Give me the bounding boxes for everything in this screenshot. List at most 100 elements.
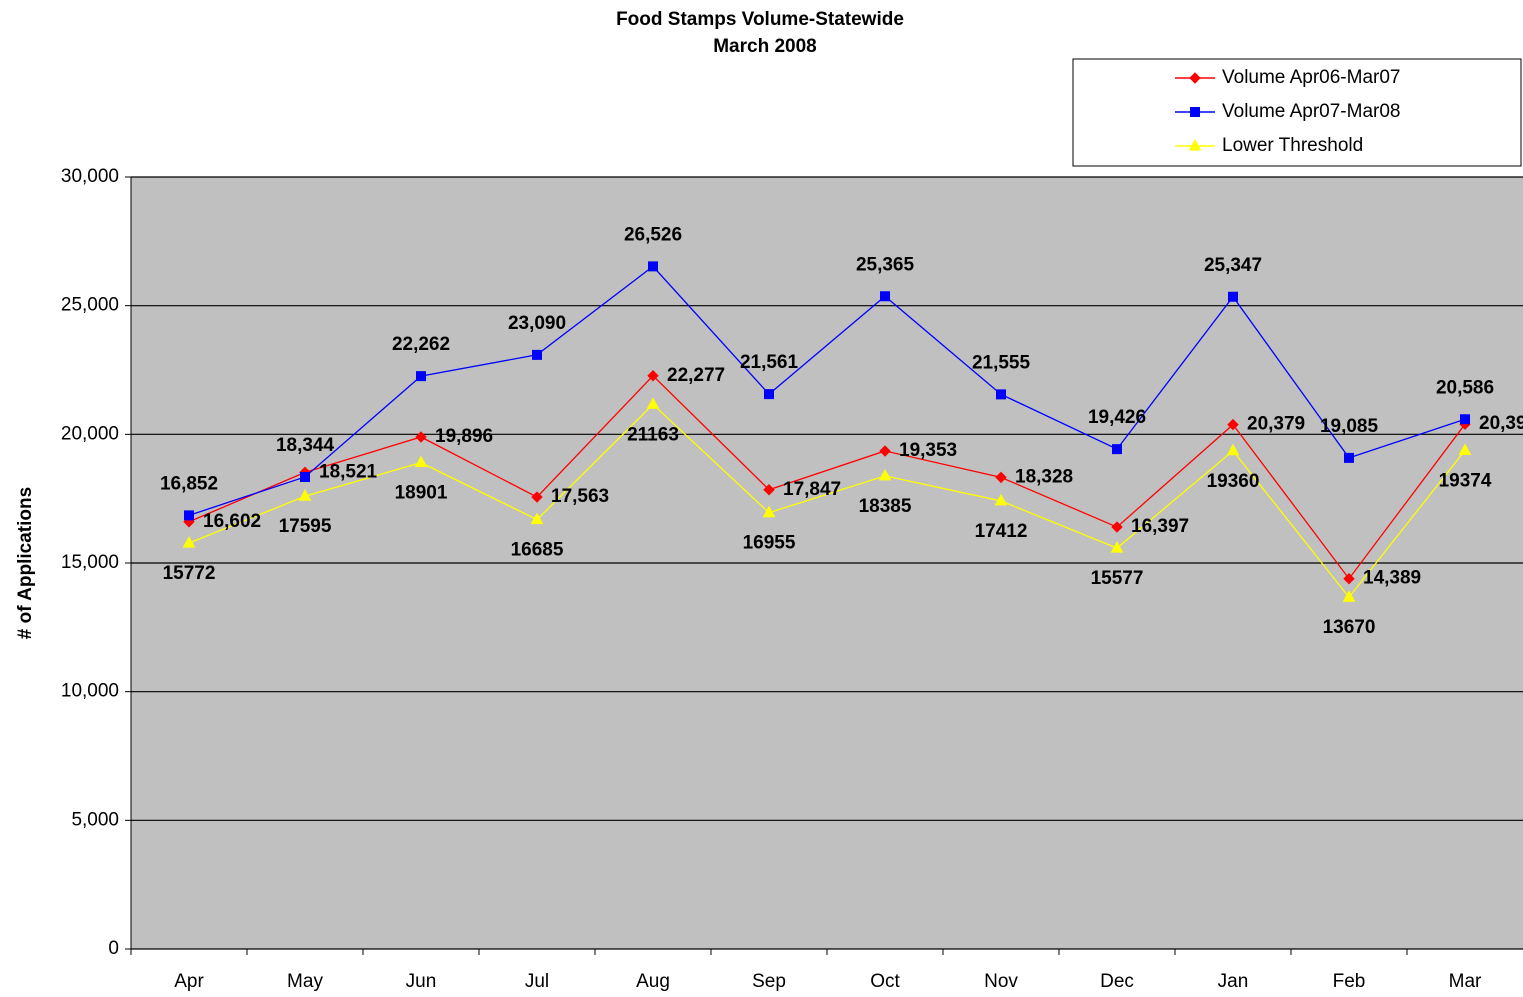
legend-box (1072, 58, 1522, 167)
data-label: 18385 (859, 496, 912, 517)
marker (764, 389, 774, 400)
marker (762, 505, 776, 518)
marker (184, 510, 194, 521)
data-label: 25,365 (856, 254, 915, 275)
marker (414, 455, 428, 468)
marker (1110, 541, 1124, 553)
marker (996, 389, 1006, 400)
x-tick-label: Apr (174, 971, 204, 992)
x-tick-label: Aug (636, 971, 670, 992)
data-label: 16685 (511, 540, 564, 561)
x-tick-label: May (287, 971, 323, 992)
data-label: 21,561 (740, 352, 799, 373)
chart-subtitle: March 2008 (713, 36, 817, 57)
data-label: 22,277 (667, 365, 725, 386)
marker (182, 536, 196, 548)
data-label: 16,602 (203, 511, 261, 532)
data-label: 18,328 (1015, 466, 1073, 487)
marker (298, 489, 312, 501)
marker (1188, 138, 1202, 151)
x-tick-label: Sep (752, 971, 786, 992)
data-label: 19,353 (899, 440, 957, 461)
y-tick-label: 15,000 (61, 552, 119, 573)
marker (532, 349, 542, 360)
data-label: 15577 (1091, 568, 1144, 589)
marker (416, 371, 426, 382)
marker (300, 471, 310, 482)
marker (995, 471, 1007, 484)
x-tick-label: Nov (984, 971, 1018, 992)
y-tick-label: 0 (108, 938, 119, 959)
y-tick-label: 5,000 (71, 809, 119, 830)
data-label: 21,555 (972, 352, 1031, 373)
x-tick-label: Jul (525, 971, 549, 992)
data-label: 16,852 (160, 473, 218, 494)
marker (994, 493, 1008, 506)
legend-label: Volume Apr07-Mar08 (1222, 101, 1401, 122)
data-label: 19,085 (1320, 416, 1379, 437)
x-tick-label: Jan (1218, 971, 1249, 992)
data-label: 16955 (743, 533, 796, 554)
y-axis-label: # of Applications (15, 487, 36, 639)
series-line (188, 403, 1466, 599)
marker (1111, 521, 1123, 533)
marker (1343, 573, 1355, 585)
data-label: 23,090 (508, 313, 566, 334)
marker (531, 491, 543, 503)
marker (1458, 443, 1472, 455)
marker (648, 261, 658, 272)
data-label: 15772 (163, 563, 216, 584)
data-label: 19360 (1207, 471, 1260, 492)
marker (1112, 444, 1122, 455)
data-label: 26,526 (624, 224, 682, 245)
marker (1189, 72, 1201, 84)
series-line (188, 265, 1466, 516)
x-tick-label: Oct (870, 971, 900, 992)
series-line (188, 374, 1466, 580)
legend-label: Volume Apr06-Mar07 (1222, 67, 1401, 88)
data-label: 17,563 (551, 486, 609, 507)
data-label: 14,389 (1363, 568, 1421, 589)
y-tick-label: 25,000 (61, 295, 119, 316)
marker (1227, 418, 1239, 431)
data-label: 21163 (627, 424, 679, 445)
marker (1226, 443, 1240, 456)
y-tick-label: 10,000 (61, 681, 119, 702)
marker (879, 445, 891, 457)
x-tick-label: Jun (406, 971, 437, 992)
marker (530, 512, 544, 525)
data-label: 18,344 (276, 435, 335, 456)
data-label: 18,521 (319, 461, 378, 482)
data-label: 22,262 (392, 334, 450, 355)
data-label: 13670 (1323, 617, 1376, 638)
legend-label: Lower Threshold (1222, 135, 1363, 156)
marker (646, 397, 660, 409)
data-label: 16,397 (1131, 516, 1189, 537)
x-tick-label: Feb (1333, 971, 1366, 992)
marker (878, 468, 892, 481)
data-label: 19,426 (1088, 407, 1146, 428)
marker (415, 431, 427, 443)
marker (1228, 291, 1238, 302)
marker (763, 484, 775, 496)
data-label: 17412 (975, 521, 1028, 542)
marker (880, 291, 890, 302)
marker (1190, 107, 1200, 117)
data-label: 20,394 (1479, 413, 1523, 434)
marker (647, 370, 659, 382)
marker (1344, 452, 1354, 463)
data-label: 17,847 (783, 479, 841, 500)
data-label: 20,586 (1436, 377, 1494, 398)
data-label: 19,896 (435, 426, 493, 447)
x-tick-label: Mar (1449, 971, 1482, 992)
marker (1342, 590, 1356, 602)
data-label: 25,347 (1204, 255, 1262, 276)
x-tick-label: Dec (1100, 971, 1134, 992)
data-label: 18901 (395, 483, 448, 504)
chart-title: Food Stamps Volume-Statewide (616, 9, 904, 30)
y-tick-label: 30,000 (61, 166, 119, 187)
data-label: 17595 (279, 516, 332, 537)
data-label: 19374 (1439, 470, 1492, 491)
marker (1460, 414, 1470, 425)
